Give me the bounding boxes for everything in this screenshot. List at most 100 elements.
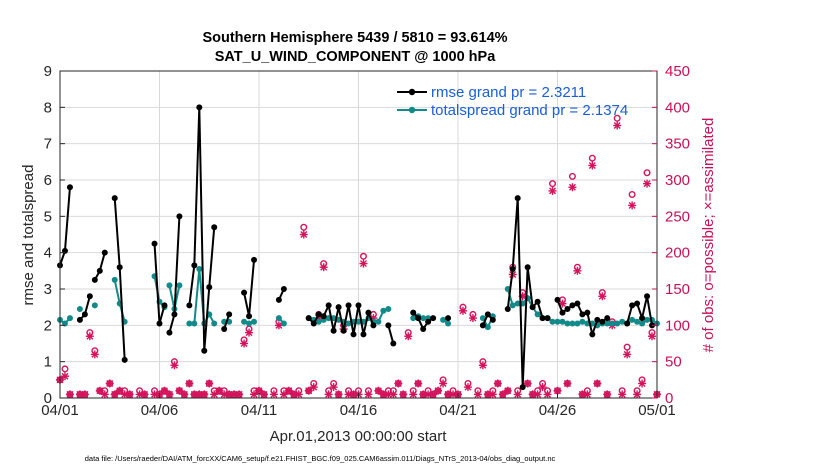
series-point xyxy=(196,104,203,111)
series-point xyxy=(251,256,258,263)
obs-assimilated-marker xyxy=(279,390,288,399)
series-point xyxy=(221,325,228,332)
series-point xyxy=(589,331,596,338)
series-point xyxy=(574,300,581,307)
obs-assimilated-marker xyxy=(250,390,259,399)
obs-assimilated-marker xyxy=(573,266,582,275)
series-point xyxy=(101,249,108,256)
y-tick-right-label: 150 xyxy=(665,281,690,298)
obs-assimilated-marker xyxy=(90,350,99,359)
series-point xyxy=(594,316,601,323)
series-point xyxy=(509,302,516,309)
series-point xyxy=(206,284,213,291)
series-point xyxy=(111,276,118,283)
series-point xyxy=(549,318,556,325)
obs-assimilated-marker xyxy=(175,386,184,395)
obs-assimilated-marker xyxy=(623,350,632,359)
y-tick-left-label: 6 xyxy=(44,172,52,189)
obs-assimilated-marker xyxy=(588,161,597,170)
series-point xyxy=(370,322,377,329)
series-point xyxy=(166,282,173,289)
series-point xyxy=(514,195,521,202)
x-tick-label: 04/01 xyxy=(41,402,79,419)
y-tick-right-label: 250 xyxy=(665,208,690,225)
y-tick-right-label: 450 xyxy=(665,63,690,80)
series-point xyxy=(430,315,437,322)
y-tick-right-label: 50 xyxy=(665,354,682,371)
series-point xyxy=(579,318,586,325)
legend-spread-marker xyxy=(408,106,416,114)
obs-assimilated-marker xyxy=(359,259,368,268)
x-axis-label: Apr.01,2013 00:00:00 start xyxy=(270,428,448,445)
series-point xyxy=(156,320,163,327)
series-point xyxy=(644,293,651,300)
series-point xyxy=(504,305,511,312)
series-point xyxy=(634,318,641,325)
obs-assimilated-marker xyxy=(259,390,268,399)
series-point xyxy=(66,184,73,191)
obs-assimilated-marker xyxy=(478,361,487,370)
obs-possible-marker xyxy=(643,169,651,177)
obs-assimilated-marker xyxy=(60,372,69,381)
series-point xyxy=(559,318,566,325)
series-point xyxy=(76,316,83,323)
y-tick-right-label: 400 xyxy=(665,99,690,116)
obs-possible-marker xyxy=(613,114,621,122)
series-point xyxy=(176,213,183,220)
series-point xyxy=(534,298,541,305)
series-point xyxy=(241,289,248,296)
series-point xyxy=(275,296,282,303)
obs-assimilated-marker xyxy=(210,390,219,399)
series-point xyxy=(440,316,447,323)
series-point xyxy=(171,311,178,318)
obs-assimilated-marker xyxy=(185,379,194,388)
obs-assimilated-marker xyxy=(364,390,373,399)
obs-assimilated-marker xyxy=(548,186,557,195)
obs-assimilated-marker xyxy=(414,379,423,388)
series-point xyxy=(345,302,352,309)
series-point xyxy=(246,313,253,320)
obs-assimilated-marker xyxy=(563,379,572,388)
legend-rmse-label: rmse grand pr = 2.3211 xyxy=(431,84,586,101)
series-point xyxy=(201,347,208,354)
series-point xyxy=(564,305,571,312)
series-point xyxy=(564,320,571,327)
series-point xyxy=(340,327,347,334)
series-point xyxy=(246,320,253,327)
obs-assimilated-marker xyxy=(205,379,214,388)
x-tick-label: 05/01 xyxy=(638,402,676,419)
series-point xyxy=(360,331,367,338)
series-point xyxy=(479,322,486,329)
obs-assimilated-marker xyxy=(235,390,244,399)
obs-assimilated-marker xyxy=(284,386,293,395)
obs-assimilated-marker xyxy=(170,361,179,370)
obs-assimilated-marker xyxy=(399,390,408,399)
obs-assimilated-marker xyxy=(568,183,577,192)
series-point xyxy=(584,309,591,316)
obs-assimilated-marker xyxy=(628,201,637,210)
y-tick-left-label: 5 xyxy=(44,208,52,225)
obs-assimilated-marker xyxy=(618,390,627,399)
obs-possible-marker xyxy=(549,180,557,188)
obs-assimilated-marker xyxy=(85,332,94,341)
series-point xyxy=(380,307,387,314)
x-tick-label: 04/21 xyxy=(439,402,477,419)
y-tick-left-label: 1 xyxy=(44,354,52,371)
series-point xyxy=(315,311,322,318)
series-point xyxy=(385,305,392,312)
obs-assimilated-marker xyxy=(125,390,134,399)
obs-assimilated-marker xyxy=(110,390,119,399)
series-point xyxy=(275,315,282,322)
series-point xyxy=(604,320,611,327)
obs-assimilated-marker xyxy=(583,390,592,399)
obs-assimilated-marker xyxy=(389,390,398,399)
obs-assimilated-marker xyxy=(319,263,328,272)
obs-assimilated-marker xyxy=(434,386,443,395)
x-axis-ticks: 04/01 04/06 04/11 04/16 04/21 04/26 05/01 xyxy=(41,393,676,419)
series-point xyxy=(280,286,287,292)
obs-assimilated-marker xyxy=(374,386,383,395)
obs-assimilated-marker xyxy=(498,390,507,399)
obs-possible-marker xyxy=(300,223,308,231)
series-point xyxy=(96,267,103,274)
series-point xyxy=(121,356,128,363)
